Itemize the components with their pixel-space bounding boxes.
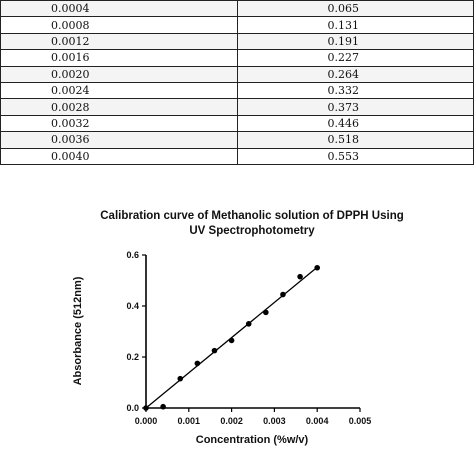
x-tick-label: 0.000: [135, 416, 158, 426]
table-row: 0.0016 0.227: [0, 49, 474, 67]
x-tick-label: 0.004: [306, 416, 329, 426]
absorbance-cell: 0.264: [236, 65, 474, 83]
data-point: [177, 375, 184, 382]
y-axis-label: Absorbance (512nm): [72, 276, 84, 385]
table-row: 0.0008 0.131: [0, 16, 474, 34]
calibration-chart: Calibration curve of Methanolic solution…: [72, 210, 404, 446]
concentration-cell: 0.0028: [0, 98, 238, 116]
data-point: [314, 264, 321, 271]
data-point: [160, 403, 166, 410]
table-row: 0.0032 0.446: [0, 114, 474, 133]
data-point: [194, 360, 201, 367]
absorbance-cell: 0.131: [236, 16, 474, 34]
data-point: [280, 291, 286, 298]
data-point: [211, 347, 218, 354]
absorbance-cell: 0.332: [236, 81, 474, 100]
concentration-cell: 0.0004: [0, 0, 238, 18]
chart-title-line1: Calibration curve of Methanolic solution…: [100, 210, 404, 222]
y-tick-label: 0.6: [126, 250, 139, 260]
table-row: 0.0024 0.332: [0, 81, 474, 100]
absorbance-cell: 0.518: [236, 131, 474, 149]
concentration-cell: 0.0008: [0, 16, 238, 34]
data-point: [263, 309, 269, 316]
y-tick-label: 0.4: [126, 301, 139, 311]
absorbance-cell: 0.191: [236, 32, 474, 51]
data-point: [245, 321, 252, 327]
fit-line: [145, 266, 318, 409]
table-row: 0.0036 0.518: [0, 131, 474, 149]
data-point: [297, 273, 303, 280]
absorbance-cell: 0.446: [236, 114, 474, 133]
table-row: 0.0012 0.191: [0, 32, 474, 51]
x-tick-label: 0.003: [263, 416, 286, 426]
y-tick-label: 0.2: [126, 352, 139, 362]
absorbance-cell: 0.065: [236, 0, 474, 18]
chart-title-line2: UV Spectrophotometry: [189, 225, 315, 237]
concentration-cell: 0.0016: [0, 49, 238, 67]
x-tick-label: 0.005: [349, 416, 372, 426]
concentration-cell: 0.0020: [0, 65, 238, 83]
absorbance-cell: 0.227: [236, 49, 474, 67]
table-row: 0.0020 0.264: [0, 65, 474, 83]
absorbance-cell: 0.553: [236, 147, 474, 165]
data-point: [228, 337, 235, 344]
x-tick-label: 0.001: [178, 416, 201, 426]
x-axis-label: Concentration (%w/v): [196, 434, 309, 446]
table-row: 0.0004 0.065: [0, 0, 474, 18]
table-body: 0.0004 0.065 0.0008 0.131 0.0012 0.191 0.0016 0…: [0, 0, 474, 165]
concentration-cell: 0.0040: [0, 147, 238, 165]
chart-marks: [143, 264, 321, 411]
concentration-cell: 0.0024: [0, 81, 238, 100]
table-row: 0.0040 0.553: [0, 147, 474, 165]
concentration-cell: 0.0012: [0, 32, 238, 51]
concentration-cell: 0.0036: [0, 131, 238, 149]
chart-axes: 0.000 0.001 0.002 0.003 0.004 0.005 0.0 0.2 0.4 0…: [126, 250, 371, 426]
data-table: 0.0004 0.065 0.0008 0.131 0.0012 0.191 0.0016 0…: [0, 0, 474, 165]
table-row: 0.0028 0.373: [0, 98, 474, 116]
concentration-cell: 0.0032: [0, 114, 238, 133]
absorbance-cell: 0.373: [236, 98, 474, 116]
y-tick-label: 0.0: [126, 403, 139, 413]
x-tick-label: 0.002: [220, 416, 243, 426]
data-point: [143, 405, 149, 411]
